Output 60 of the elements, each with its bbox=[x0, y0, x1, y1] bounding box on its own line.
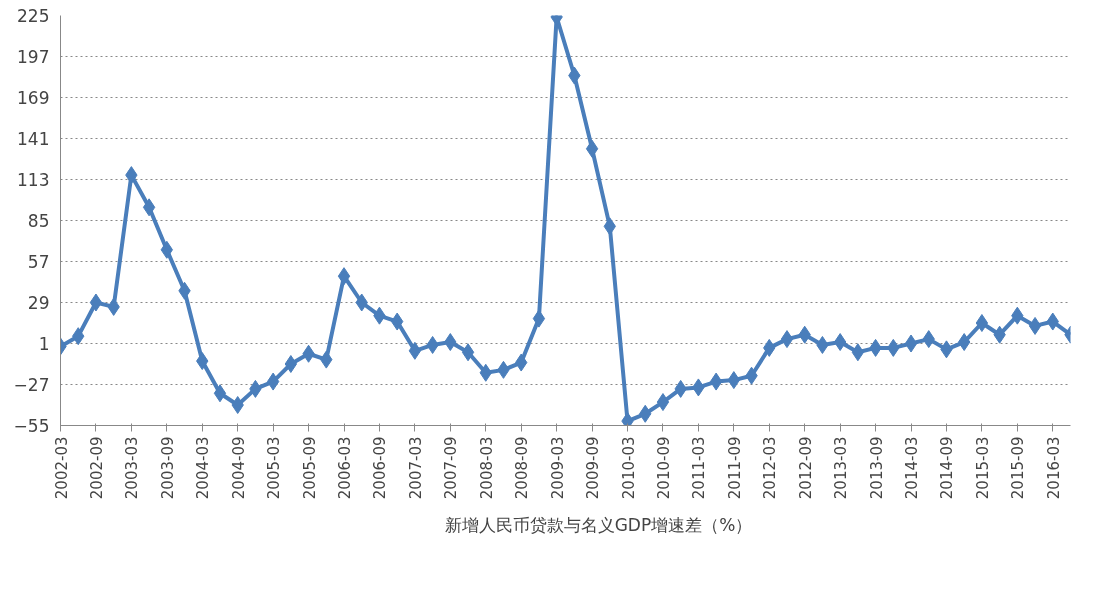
x-tick-label: 2005-09 bbox=[300, 436, 319, 500]
x-tick-label: 2005-03 bbox=[265, 436, 284, 500]
point bbox=[975, 314, 989, 332]
y-tick-label: 197 bbox=[17, 47, 50, 67]
y-tick-label: 141 bbox=[17, 129, 50, 149]
point bbox=[337, 267, 351, 286]
x-tick-label: 2009-03 bbox=[548, 436, 567, 500]
x-tick-label: 2014-03 bbox=[903, 436, 922, 500]
x-tick-label: 2007-03 bbox=[406, 436, 425, 500]
point bbox=[461, 343, 475, 362]
x-tick-label: 2002-09 bbox=[87, 436, 106, 500]
y-tick-label: 225 bbox=[17, 6, 50, 26]
x-tick-label: 2016-03 bbox=[1044, 436, 1063, 500]
y-tick-label: 1 bbox=[38, 334, 50, 354]
x-tick-label: 2003-09 bbox=[158, 436, 177, 500]
point bbox=[904, 334, 918, 353]
y-tick-label: 57 bbox=[27, 252, 50, 272]
point bbox=[656, 393, 670, 412]
y-tick-label: 29 bbox=[27, 293, 50, 313]
y-tick-label: 85 bbox=[27, 211, 50, 231]
x-tick-label: 2014-09 bbox=[938, 436, 957, 500]
x-tick-label: 2004-09 bbox=[229, 436, 248, 500]
x-tick-label: 2006-09 bbox=[371, 436, 390, 500]
x-tick-label: 2012-03 bbox=[761, 436, 780, 500]
point bbox=[709, 372, 723, 391]
x-tick-label: 2009-09 bbox=[584, 436, 603, 500]
x-tick-label: 2012-09 bbox=[796, 436, 815, 500]
point bbox=[89, 293, 103, 312]
x-tick-label: 2004-03 bbox=[194, 436, 213, 500]
x-tick-label: 2013-03 bbox=[832, 436, 851, 500]
y-tick-label: −55 bbox=[13, 416, 50, 436]
point bbox=[532, 309, 546, 328]
x-tick-label: 2010-03 bbox=[619, 436, 638, 500]
x-tick-label: 2013-09 bbox=[867, 436, 886, 500]
x-tick-label: 2002-03 bbox=[52, 436, 71, 500]
x-tick-label: 2008-09 bbox=[513, 436, 532, 500]
x-tick-label: 2008-03 bbox=[477, 436, 496, 500]
point bbox=[142, 198, 156, 217]
x-tick-label: 2003-03 bbox=[123, 436, 142, 500]
point bbox=[266, 372, 280, 391]
point bbox=[1028, 316, 1042, 335]
x-tick-label: 2011-09 bbox=[725, 436, 744, 500]
x-tick-label: 2006-03 bbox=[336, 436, 355, 500]
point bbox=[833, 333, 847, 352]
x-tick-label: 2015-03 bbox=[973, 436, 992, 500]
x-tick-label: 2015-09 bbox=[1009, 436, 1028, 500]
point bbox=[213, 384, 227, 403]
x-tick-label: 2010-09 bbox=[654, 436, 673, 500]
point bbox=[284, 355, 298, 373]
point bbox=[231, 396, 244, 414]
point bbox=[408, 341, 422, 360]
point bbox=[851, 343, 865, 362]
y-tick-label: 169 bbox=[17, 88, 50, 108]
text: 新增人民币贷款与名义GDP增速差（%） bbox=[444, 513, 753, 536]
x-tick-label: 2007-09 bbox=[442, 436, 461, 500]
point bbox=[780, 330, 794, 349]
point bbox=[585, 139, 599, 158]
y-tick-label: 113 bbox=[17, 170, 50, 190]
x-tick-label: 2011-03 bbox=[690, 436, 709, 500]
y-tick-label: −27 bbox=[13, 375, 50, 395]
